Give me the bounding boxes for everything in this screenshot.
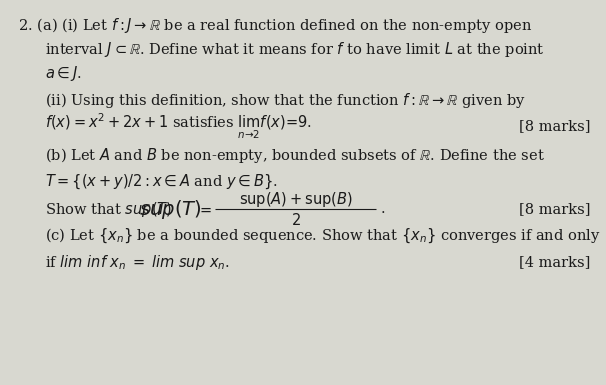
- Text: [8 marks]: [8 marks]: [519, 203, 591, 216]
- Text: (b) Let $A$ and $B$ be non-empty, bounded subsets of $\mathbb{R}$. Define the se: (b) Let $A$ and $B$ be non-empty, bounde…: [45, 146, 545, 165]
- Text: interval $J \subset \mathbb{R}$. Define what it means for $f$ to have limit $L$ : interval $J \subset \mathbb{R}$. Define …: [45, 40, 545, 59]
- Text: [4 marks]: [4 marks]: [519, 256, 591, 270]
- Text: $\mathrm{sup}(A) + \mathrm{sup}(B)$: $\mathrm{sup}(A) + \mathrm{sup}(B)$: [239, 190, 353, 209]
- Text: (ii) Using this definition, show that the function $f : \mathbb{R} \rightarrow \: (ii) Using this definition, show that th…: [45, 90, 526, 110]
- Text: $\mathit{sup}(T)$: $\mathit{sup}(T)$: [139, 198, 202, 221]
- Text: $T = \{(x + y)/2 : x \in A$ and $y \in B\}$.: $T = \{(x + y)/2 : x \in A$ and $y \in B…: [45, 172, 278, 191]
- Text: Show that $\mathit{sup}(T)$: Show that $\mathit{sup}(T)$: [45, 200, 173, 219]
- Text: .: .: [381, 203, 385, 216]
- Text: $2$: $2$: [291, 212, 301, 228]
- Text: $f(x) = x^2 + 2x + 1$ satisfies $\lim_{n \to 2} f(x) = 9$.: $f(x) = x^2 + 2x + 1$ satisfies $\lim_{n…: [45, 111, 312, 141]
- Text: (c) Let $\{x_n\}$ be a bounded sequence. Show that $\{x_n\}$ converges if and on: (c) Let $\{x_n\}$ be a bounded sequence.…: [45, 226, 601, 245]
- Text: 2. (a) (i) Let $f : J \rightarrow \mathbb{R}$ be a real function defined on the : 2. (a) (i) Let $f : J \rightarrow \mathb…: [18, 15, 532, 35]
- Text: $a \in J$.: $a \in J$.: [45, 64, 82, 84]
- Text: $=$: $=$: [197, 203, 213, 216]
- Text: if $\mathit{lim}$ $\mathit{inf}$ $x_n \; = \; \mathit{lim}$ $\mathit{sup}$ $x_n$: if $\mathit{lim}$ $\mathit{inf}$ $x_n \;…: [45, 253, 230, 272]
- Text: [8 marks]: [8 marks]: [519, 119, 591, 133]
